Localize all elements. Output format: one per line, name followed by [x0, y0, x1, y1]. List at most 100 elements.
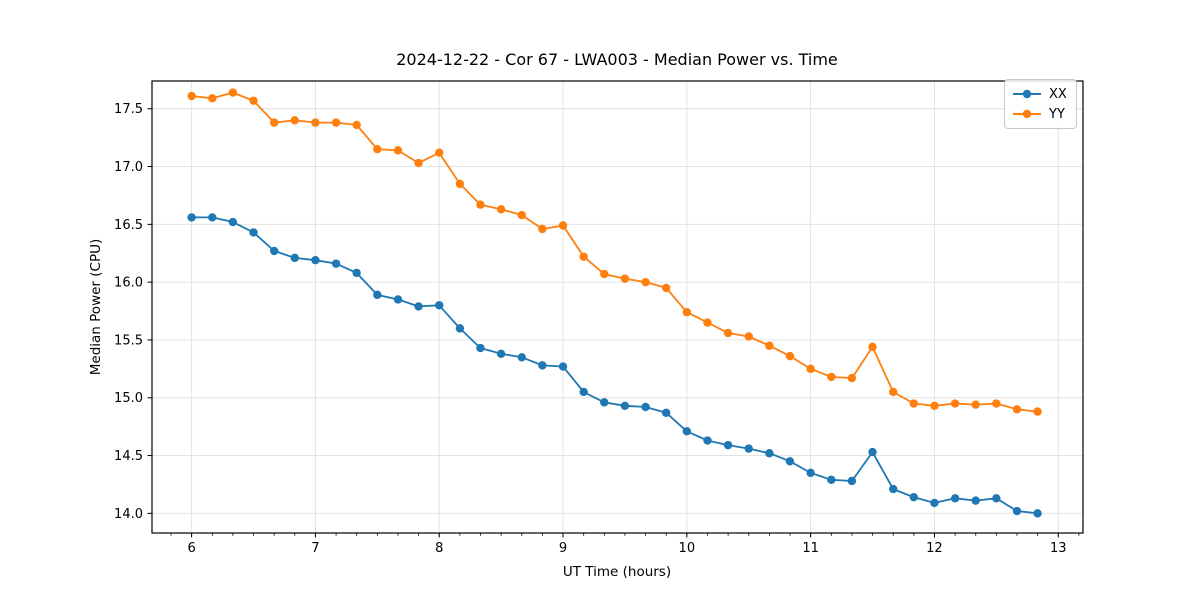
series-XX-point — [909, 492, 918, 502]
x-tick-label: 9 — [559, 541, 567, 556]
series-XX-point — [558, 362, 568, 371]
series-YY-point — [1012, 405, 1022, 414]
series-XX-point — [208, 213, 217, 222]
y-tick-label: 14.0 — [114, 507, 143, 522]
series-XX-point — [269, 246, 279, 256]
series-YY-point — [661, 283, 671, 293]
series-XX-point — [703, 436, 712, 445]
y-tick-label: 16.0 — [114, 276, 143, 291]
series-YY-point — [641, 277, 650, 287]
series-XX-point — [414, 302, 423, 311]
series-XX-point — [950, 494, 960, 503]
series-YY-point — [682, 308, 692, 317]
plot-frame — [151, 80, 1084, 534]
x-tick-label: 7 — [311, 541, 319, 556]
series-XX-point — [620, 401, 630, 411]
series-YY-point — [538, 224, 547, 234]
x-tick-label: 6 — [187, 541, 195, 556]
series-XX-point — [352, 268, 361, 278]
series-XX-point — [930, 498, 939, 508]
series-YY-point — [476, 200, 485, 209]
series-XX-point — [290, 253, 299, 263]
x-tick-label: 10 — [679, 541, 696, 556]
series-YY-point — [930, 401, 939, 411]
series-YY-point — [393, 146, 403, 155]
series-YY-point — [765, 341, 774, 350]
series-YY-point — [992, 399, 1001, 408]
series-XX-point — [373, 290, 382, 300]
series-XX-point — [579, 387, 588, 397]
series-XX-point — [827, 475, 836, 485]
series-XX-point — [187, 213, 196, 222]
series-YY-point — [579, 252, 588, 261]
series-YY-point — [435, 148, 444, 157]
series-XX-point — [847, 476, 857, 486]
y-tick-label: 17.0 — [114, 160, 143, 175]
series-YY-point — [228, 88, 238, 97]
series-XX-point — [393, 295, 403, 304]
series-YY-point — [868, 342, 877, 352]
series-YY-point — [909, 399, 918, 408]
series-YY-point — [352, 120, 361, 130]
legend-line-sample — [1013, 89, 1041, 99]
y-tick-label: 15.0 — [114, 391, 143, 406]
series-YY-point — [414, 158, 423, 168]
y-tick-label: 14.5 — [114, 449, 143, 464]
series-XX-point — [641, 402, 650, 412]
series-XX-point — [744, 444, 753, 453]
series-XX-point — [785, 457, 795, 466]
series-YY-point — [331, 118, 341, 127]
series-YY-point — [703, 318, 712, 327]
series-YY-point — [827, 372, 836, 382]
legend-item-XX: XX — [1012, 84, 1067, 104]
series-XX-point — [435, 301, 444, 310]
series-XX-point — [1033, 509, 1042, 518]
series-XX-point — [661, 408, 671, 417]
series-XX-point — [600, 398, 609, 407]
series-XX-point — [311, 255, 320, 265]
x-tick-label: 8 — [435, 541, 443, 556]
series-XX-point — [331, 259, 341, 268]
y-axis-title: Median Power (CPU) — [88, 238, 104, 376]
series-YY-point — [950, 399, 960, 408]
series-XX-point — [249, 228, 258, 237]
series-YY-point — [208, 94, 217, 103]
x-tick-label: 11 — [802, 541, 819, 556]
series-XX-point — [496, 349, 506, 359]
legend-item-YY: YY — [1012, 104, 1067, 124]
series-YY-point — [889, 387, 898, 397]
series-YY-point — [620, 274, 630, 283]
series-XX-point — [682, 427, 692, 436]
series-XX-point — [228, 217, 238, 227]
series-YY-point — [558, 221, 568, 230]
series-YY-point — [496, 205, 506, 214]
series-XX-point — [538, 361, 547, 370]
series-XX-point — [806, 468, 815, 478]
series-YY-point — [373, 145, 382, 154]
y-tick-label: 16.5 — [114, 218, 143, 233]
series-XX-point — [971, 496, 980, 505]
series-XX-point — [723, 440, 733, 450]
series-XX-point — [455, 324, 465, 333]
series-YY-point — [249, 96, 258, 105]
legend: XX YY — [1004, 79, 1077, 129]
series-XX-point — [476, 343, 485, 353]
chart-title: 2024-12-22 - Cor 67 - LWA003 - Median Po… — [396, 50, 838, 69]
series-XX-point — [765, 449, 774, 458]
series-YY-point — [600, 269, 609, 279]
series-YY-point — [269, 118, 279, 127]
series-XX-point — [517, 353, 527, 362]
series-YY-point — [785, 351, 795, 361]
series-YY-point — [971, 400, 980, 409]
series-YY-point — [806, 364, 815, 374]
series-YY-point — [847, 373, 857, 383]
y-tick-label: 17.5 — [114, 102, 143, 117]
series-XX-point — [889, 484, 898, 494]
series-XX-point — [992, 494, 1001, 503]
legend-label: XX — [1049, 86, 1067, 102]
series-YY-point — [1033, 407, 1042, 416]
legend-line-sample — [1013, 109, 1041, 119]
legend-label: YY — [1049, 106, 1065, 122]
